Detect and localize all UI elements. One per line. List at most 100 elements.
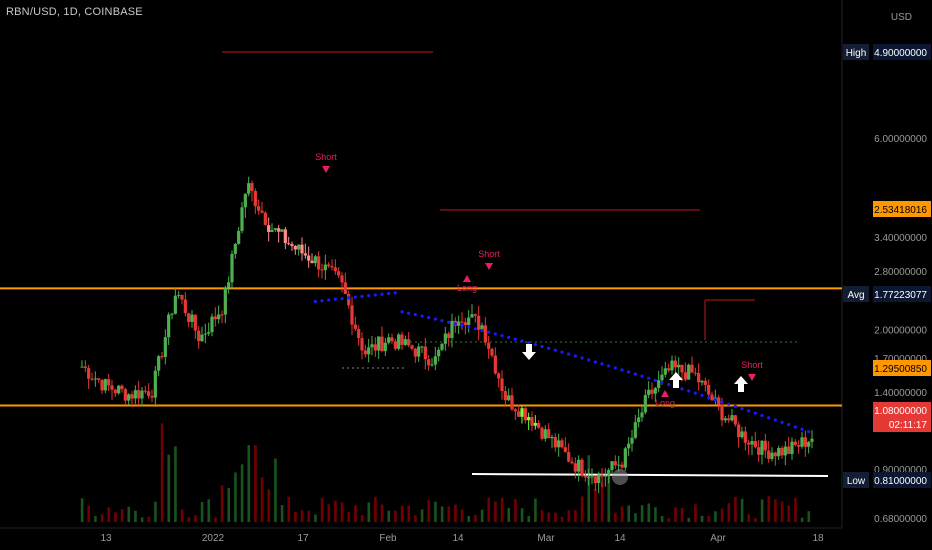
ma-dot (387, 291, 391, 296)
volume-bar (454, 504, 457, 522)
candle (503, 391, 507, 401)
ma-dot (767, 416, 771, 420)
candle (220, 314, 224, 316)
y-tick-label: 2.00000000 (874, 326, 927, 337)
candle (517, 411, 521, 417)
price-tag-bg (873, 360, 931, 376)
candle (770, 452, 774, 459)
ma-dot (800, 427, 804, 431)
candle (133, 390, 137, 399)
volume-bar (360, 515, 364, 522)
volume-bar (334, 500, 337, 522)
candle (797, 445, 801, 447)
price-tag-value: 0.81000000 (874, 476, 927, 487)
candle (473, 314, 477, 316)
volume-bar (434, 501, 437, 522)
countdown-timer: 02:11:17 (889, 420, 928, 431)
candle (520, 408, 524, 417)
volume-bar (754, 517, 757, 522)
ma-dot (540, 344, 544, 349)
candle (543, 429, 547, 439)
candle (187, 313, 191, 322)
up-arrow-marker (669, 372, 683, 388)
candle (180, 294, 184, 300)
ma-dot (347, 296, 351, 300)
volume-bar (180, 509, 184, 522)
candle (777, 447, 781, 457)
volume-bar (414, 515, 417, 522)
volume-bar (320, 497, 324, 522)
candle (683, 372, 687, 380)
volume-bar (547, 512, 551, 522)
candle (750, 441, 754, 445)
candle (270, 229, 274, 232)
volume-bar (120, 509, 124, 522)
volume-bar (614, 512, 617, 522)
volume-bar (220, 485, 224, 522)
candle (300, 244, 304, 254)
volume-bar (807, 511, 811, 522)
candle (497, 373, 501, 379)
volume-bar (394, 510, 397, 522)
volume-bar (560, 516, 564, 522)
volume-bar (94, 516, 97, 522)
candle (313, 256, 317, 264)
volume-bar (780, 501, 784, 522)
volume-bar (134, 510, 137, 522)
candle (553, 436, 557, 448)
candle (217, 314, 221, 320)
candle (87, 368, 91, 379)
candle (477, 315, 481, 330)
volume-bar (314, 514, 317, 522)
candle (587, 476, 591, 478)
price-tag-bg (873, 472, 931, 488)
candle (417, 346, 421, 357)
candle (493, 355, 497, 374)
candle (380, 336, 384, 352)
candle (710, 394, 714, 401)
volume-bar (260, 477, 264, 522)
candle (93, 378, 97, 380)
candle (740, 431, 744, 438)
x-tick-label: 13 (100, 533, 112, 544)
candle (660, 374, 664, 381)
candle (600, 474, 604, 477)
x-tick-label: 17 (297, 533, 309, 544)
ma-dot (640, 374, 644, 378)
candle (110, 385, 114, 390)
volume-bar (734, 496, 737, 522)
candle (793, 441, 797, 446)
candle (440, 343, 444, 350)
candle (570, 461, 574, 464)
candle (550, 436, 554, 439)
candle (427, 359, 431, 366)
y-tick-label: 6.00000000 (874, 134, 927, 145)
candle (607, 469, 611, 476)
volume-bar (700, 515, 704, 522)
candle (730, 415, 734, 421)
candle (533, 422, 537, 426)
signal-arrow (463, 275, 471, 282)
volume-bar (607, 473, 611, 522)
volume-bar (107, 507, 111, 522)
price-tag-value: 1.29500850 (874, 364, 927, 375)
ma-dot (473, 327, 477, 331)
volume-bar (467, 516, 471, 522)
candle (513, 409, 517, 412)
volume-bar (567, 510, 571, 522)
volume-bar (167, 454, 171, 522)
candle (753, 441, 757, 448)
ma-dot (340, 296, 344, 301)
price-tag-bg (873, 402, 931, 432)
candle (143, 390, 147, 392)
y-tick-label: 0.90000000 (874, 465, 927, 476)
candle (677, 364, 681, 368)
volume-bar (674, 507, 677, 522)
volume-bar (627, 505, 631, 522)
candle (123, 389, 127, 401)
candle (633, 422, 637, 438)
ma-dot (527, 341, 531, 345)
volume-bar (714, 511, 717, 522)
candle (357, 328, 361, 339)
